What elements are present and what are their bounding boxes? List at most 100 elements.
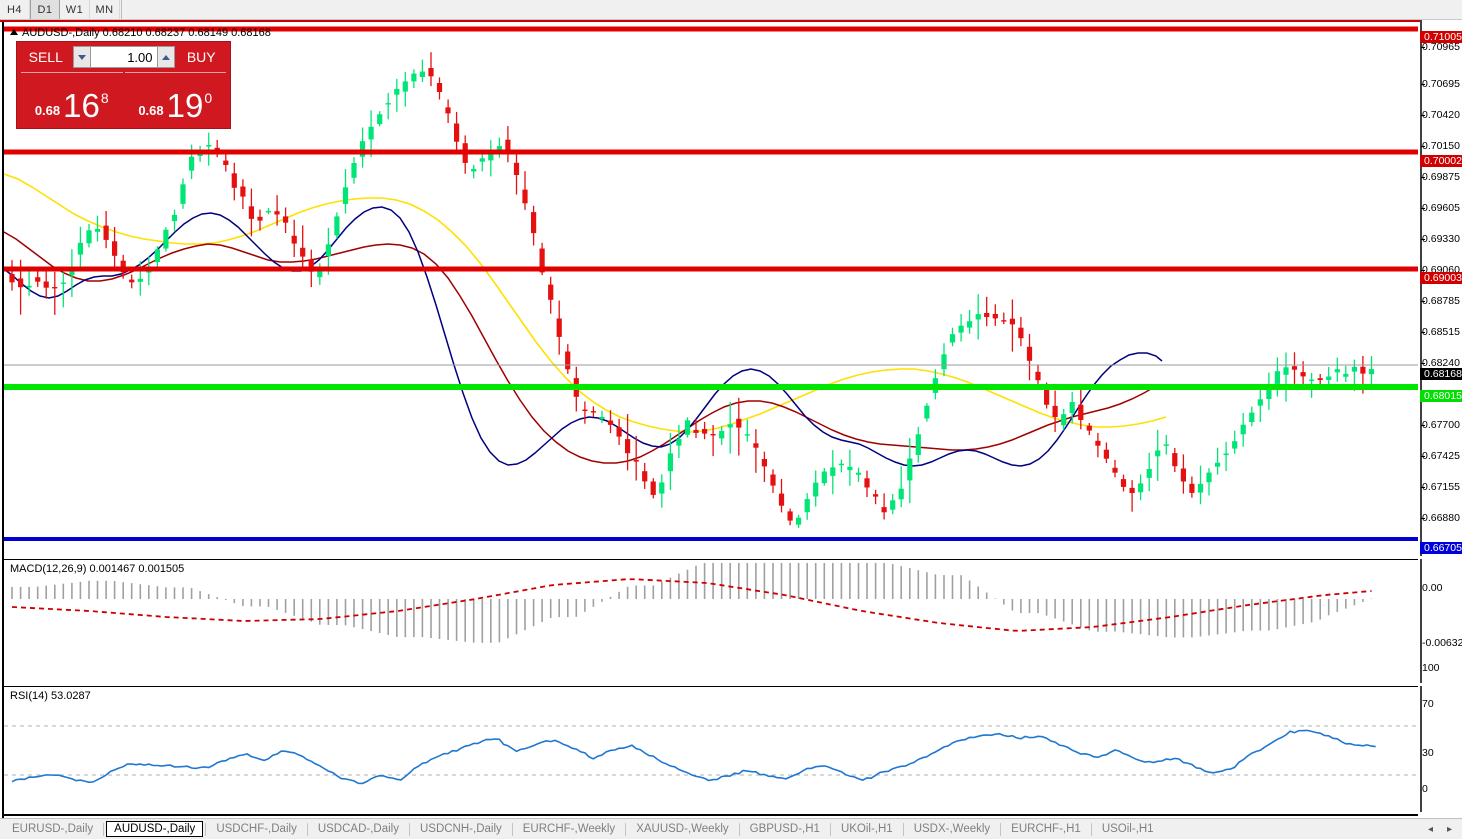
price-tick-label: 0.66880 [1422,512,1460,524]
candle-body [924,405,930,419]
support-level-badge-blue[interactable]: 0.66705 [1420,542,1462,554]
chevron-up-icon [161,54,170,60]
timeframe-w1[interactable]: W1 [60,0,90,19]
price-tick-mark [1421,332,1425,333]
candle-body [719,431,725,439]
rsi-chart-svg [4,725,1418,785]
price-pane[interactable]: AUDUSD-,Daily 0.68210 0.68237 0.68149 0.… [4,24,1418,560]
candle-body [984,313,990,317]
macd-signal-line [11,578,1372,632]
price-tick-mark [1421,456,1425,457]
sell-price-big: 16 [63,87,100,124]
price-scale[interactable]: 0.70965 0.70695 0.70420 0.70150 0.69875 0.696… [1420,20,1462,818]
candle-body [796,517,802,525]
volume-stepper[interactable]: 1.00 [72,46,175,68]
price-tick-label: 0.67700 [1422,419,1460,431]
collapse-triangle-icon[interactable] [10,29,18,35]
candle-body [565,351,571,370]
candle-body [650,481,656,495]
candle-body [171,214,178,222]
symbol-tab-audusddaily[interactable]: AUDUSD-,Daily [106,821,204,837]
candle-body [847,466,853,471]
timeframe-toolbar: H4 D1 W1 MN [0,0,1462,20]
symbol-tab-usoilh1[interactable]: USOil-,H1 [1101,823,1154,835]
indicator-tick-label: 100 [1422,662,1440,674]
buy-button[interactable]: BUY [186,49,216,65]
symbol-tab-xauusdweekly[interactable]: XAUUSD-,Weekly [636,823,729,835]
candle-body [744,434,750,436]
candle-body [1360,366,1366,374]
symbol-tab-nav: ◂ ▸ [1428,824,1462,835]
indicator-tick-label: 0.00 [1422,582,1443,594]
buy-price-box[interactable]: 0.68 19 0 [124,72,226,124]
candle-body [1249,412,1255,422]
symbol-tab-usdcaddaily[interactable]: USDCAD-,Daily [317,823,399,835]
candle-body [154,249,160,263]
symbol-tab-divider [511,822,513,836]
symbol-tab-usdchfdaily[interactable]: USDCHF-,Daily [216,823,297,835]
candle-body [625,439,631,454]
timeframe-d1[interactable]: D1 [30,0,60,19]
resistance-level-badge-1[interactable]: 0.71005 [1420,31,1462,43]
symbol-tab-eurusddaily[interactable]: EURUSD-,Daily [12,823,94,835]
candle-body [1300,372,1306,377]
last-price-badge[interactable]: 0.68168 [1420,368,1462,380]
candle-body [1035,371,1041,381]
candle-body [599,416,605,419]
price-tick-mark [1421,239,1425,240]
sell-price-box[interactable]: 0.68 16 8 [21,72,123,124]
volume-decrement-button[interactable] [72,46,91,68]
sell-button[interactable]: SELL [28,49,63,65]
timeframe-h4[interactable]: H4 [0,0,30,19]
symbol-tab-divider [408,822,410,836]
candle-body [821,471,827,484]
candle-body [736,418,742,428]
symbol-tab-eurchfh1[interactable]: EURCHF-,H1 [1011,823,1081,835]
macd-pane[interactable]: MACD(12,26,9) 0.001467 0.001505 [4,561,1418,687]
resistance-level-badge-3[interactable]: 0.69003 [1420,272,1462,284]
volume-increment-button[interactable] [156,46,175,68]
symbol-tab-gbpusdh1[interactable]: GBPUSD-,H1 [749,823,820,835]
candle-body [402,81,408,92]
candle-body [394,88,400,95]
symbol-tab-usdcnhdaily[interactable]: USDCNH-,Daily [419,823,502,835]
rsi-pane[interactable]: RSI(14) 53.0287 [4,688,1418,816]
candle-body [1197,483,1204,493]
candle-body [676,439,682,446]
candle-body [300,247,306,257]
sell-price-fraction: 8 [100,90,109,106]
candle-body [257,216,263,221]
volume-input[interactable]: 1.00 [90,46,157,68]
symbol-tab-eurchfweekly[interactable]: EURCHF-,Weekly [522,823,616,835]
candle-body [1240,424,1246,435]
candle-body [838,463,844,466]
chevron-left-icon[interactable]: ◂ [1427,823,1433,835]
one-click-trading-panel[interactable]: SELL 1.00 BUY 0.68 16 8 0.68 19 0 [16,41,231,129]
resistance-level-badge-2[interactable]: 0.70002 [1420,155,1462,167]
timeframe-mn-label: MN [95,3,114,16]
ma-slow-line [4,173,1167,433]
candle-body [1317,378,1323,380]
chart-title-bar: AUDUSD-,Daily 0.68210 0.68237 0.68149 0.… [10,27,271,39]
candle-body [898,488,904,500]
candle-body [43,281,49,288]
candle-body [1086,425,1092,431]
candle-body [35,277,41,282]
candle-body [590,411,596,413]
symbol-tab-ukoilh1[interactable]: UKOil-,H1 [840,823,893,835]
candle-body [77,242,83,255]
candle-body [368,126,374,140]
chevron-right-icon[interactable]: ▸ [1446,823,1452,835]
price-tick-label: 0.69060 [1422,264,1460,276]
candle-body [633,459,639,462]
timeframe-mn[interactable]: MN [90,0,120,19]
candle-body [761,459,767,467]
candle-body [1061,414,1067,426]
symbol-tab-usdxweekly[interactable]: USDX-,Weekly [913,823,991,835]
chevron-down-icon [77,54,86,60]
buy-price-big: 19 [166,87,204,124]
macd-label: MACD(12,26,9) 0.001467 0.001505 [10,563,185,575]
support-level-badge[interactable]: 0.68015 [1420,390,1462,402]
candle-body [1120,479,1127,487]
candle-body [1146,469,1152,478]
